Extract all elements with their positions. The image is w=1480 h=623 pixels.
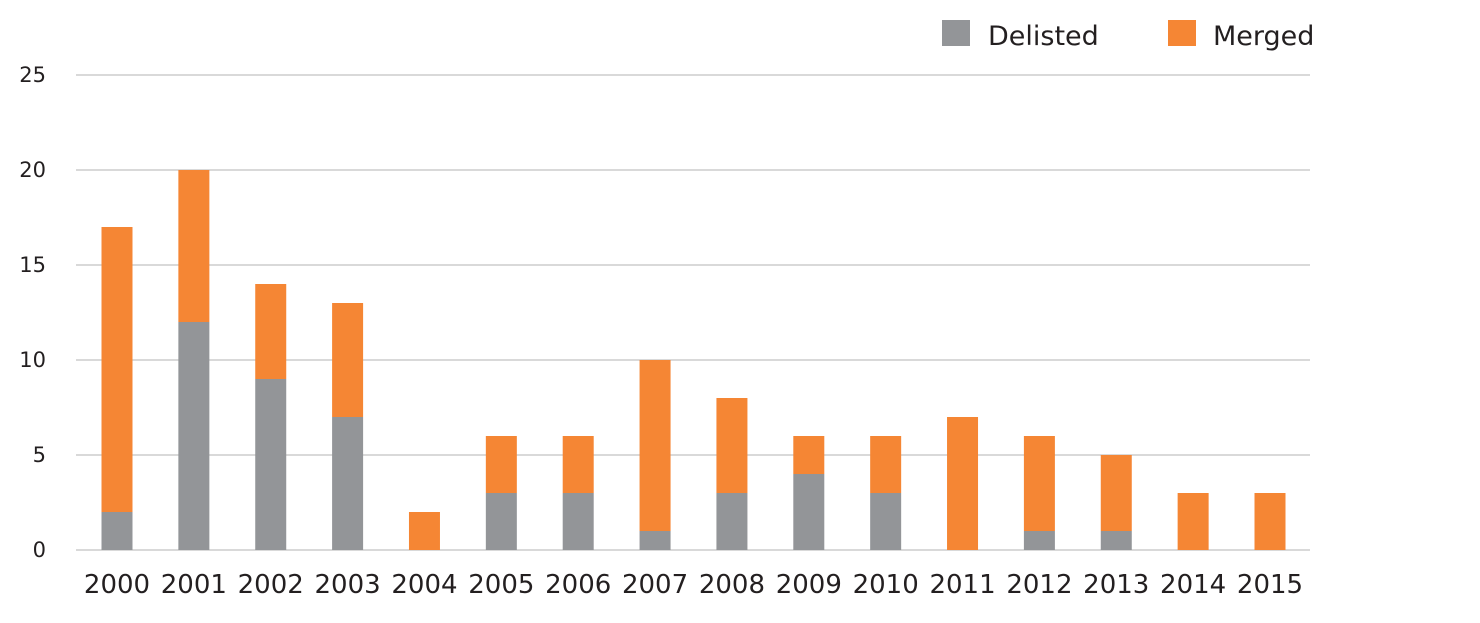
y-axis-tick-labels: 0 5 10 15 20 25 (19, 63, 46, 562)
legend-label-merged: Merged (1213, 21, 1314, 52)
y-tick-label: 10 (19, 348, 46, 372)
bar-merged-2013 (1100, 455, 1132, 531)
bar-merged-2000 (101, 227, 133, 512)
legend-item-merged: Merged (1168, 20, 1314, 52)
bar-delisted-2006 (562, 493, 594, 550)
x-tick-label: 2012 (1006, 570, 1072, 600)
bar-delisted-2003 (332, 417, 364, 550)
x-tick-label: 2000 (84, 570, 150, 600)
bar-merged-2005 (485, 436, 517, 493)
bar-merged-2009 (793, 436, 825, 474)
x-axis-tick-labels: 2000 2001 2002 2003 2004 2005 2006 2007 2008 2009… (84, 570, 1303, 600)
bar-merged-2001 (178, 170, 210, 322)
x-tick-label: 2010 (853, 570, 919, 600)
bar-merged-2010 (870, 436, 902, 493)
bars (101, 170, 1286, 550)
x-tick-label: 2005 (468, 570, 534, 600)
bar-delisted-2010 (870, 493, 902, 550)
y-tick-label: 5 (33, 443, 46, 467)
bar-merged-2003 (332, 303, 364, 417)
x-tick-label: 2008 (699, 570, 765, 600)
legend-swatch-merged (1168, 20, 1196, 46)
bar-delisted-2013 (1100, 531, 1132, 550)
bar-delisted-2009 (793, 474, 825, 550)
bar-delisted-2008 (716, 493, 748, 550)
x-tick-label: 2014 (1160, 570, 1226, 600)
bar-delisted-2002 (255, 379, 287, 550)
x-tick-label: 2013 (1083, 570, 1149, 600)
x-tick-label: 2004 (391, 570, 457, 600)
legend-label-delisted: Delisted (988, 21, 1099, 52)
bar-merged-2002 (255, 284, 287, 379)
y-tick-label: 20 (19, 158, 46, 182)
bar-merged-2012 (1023, 436, 1055, 531)
bar-merged-2006 (562, 436, 594, 493)
x-tick-label: 2003 (315, 570, 381, 600)
bar-delisted-2005 (485, 493, 517, 550)
bar-merged-2007 (639, 360, 671, 531)
legend-swatch-delisted (942, 20, 970, 46)
bar-delisted-2012 (1023, 531, 1055, 550)
x-tick-label: 2011 (929, 570, 995, 600)
bar-merged-2008 (716, 398, 748, 493)
y-tick-label: 0 (33, 538, 46, 562)
bar-merged-2014 (1177, 493, 1209, 550)
x-tick-label: 2009 (776, 570, 842, 600)
bar-delisted-2000 (101, 512, 133, 550)
bar-merged-2011 (947, 417, 979, 550)
x-tick-label: 2002 (238, 570, 304, 600)
y-tick-label: 15 (19, 253, 46, 277)
bar-delisted-2007 (639, 531, 671, 550)
y-tick-label: 25 (19, 63, 46, 87)
x-tick-label: 2007 (622, 570, 688, 600)
bar-delisted-2001 (178, 322, 210, 550)
bar-merged-2004 (408, 512, 440, 550)
x-tick-label: 2001 (161, 570, 227, 600)
legend-item-delisted: Delisted (942, 20, 1099, 52)
bar-merged-2015 (1254, 493, 1286, 550)
x-tick-label: 2015 (1237, 570, 1303, 600)
legend: Delisted Merged (942, 20, 1314, 52)
x-tick-label: 2006 (545, 570, 611, 600)
